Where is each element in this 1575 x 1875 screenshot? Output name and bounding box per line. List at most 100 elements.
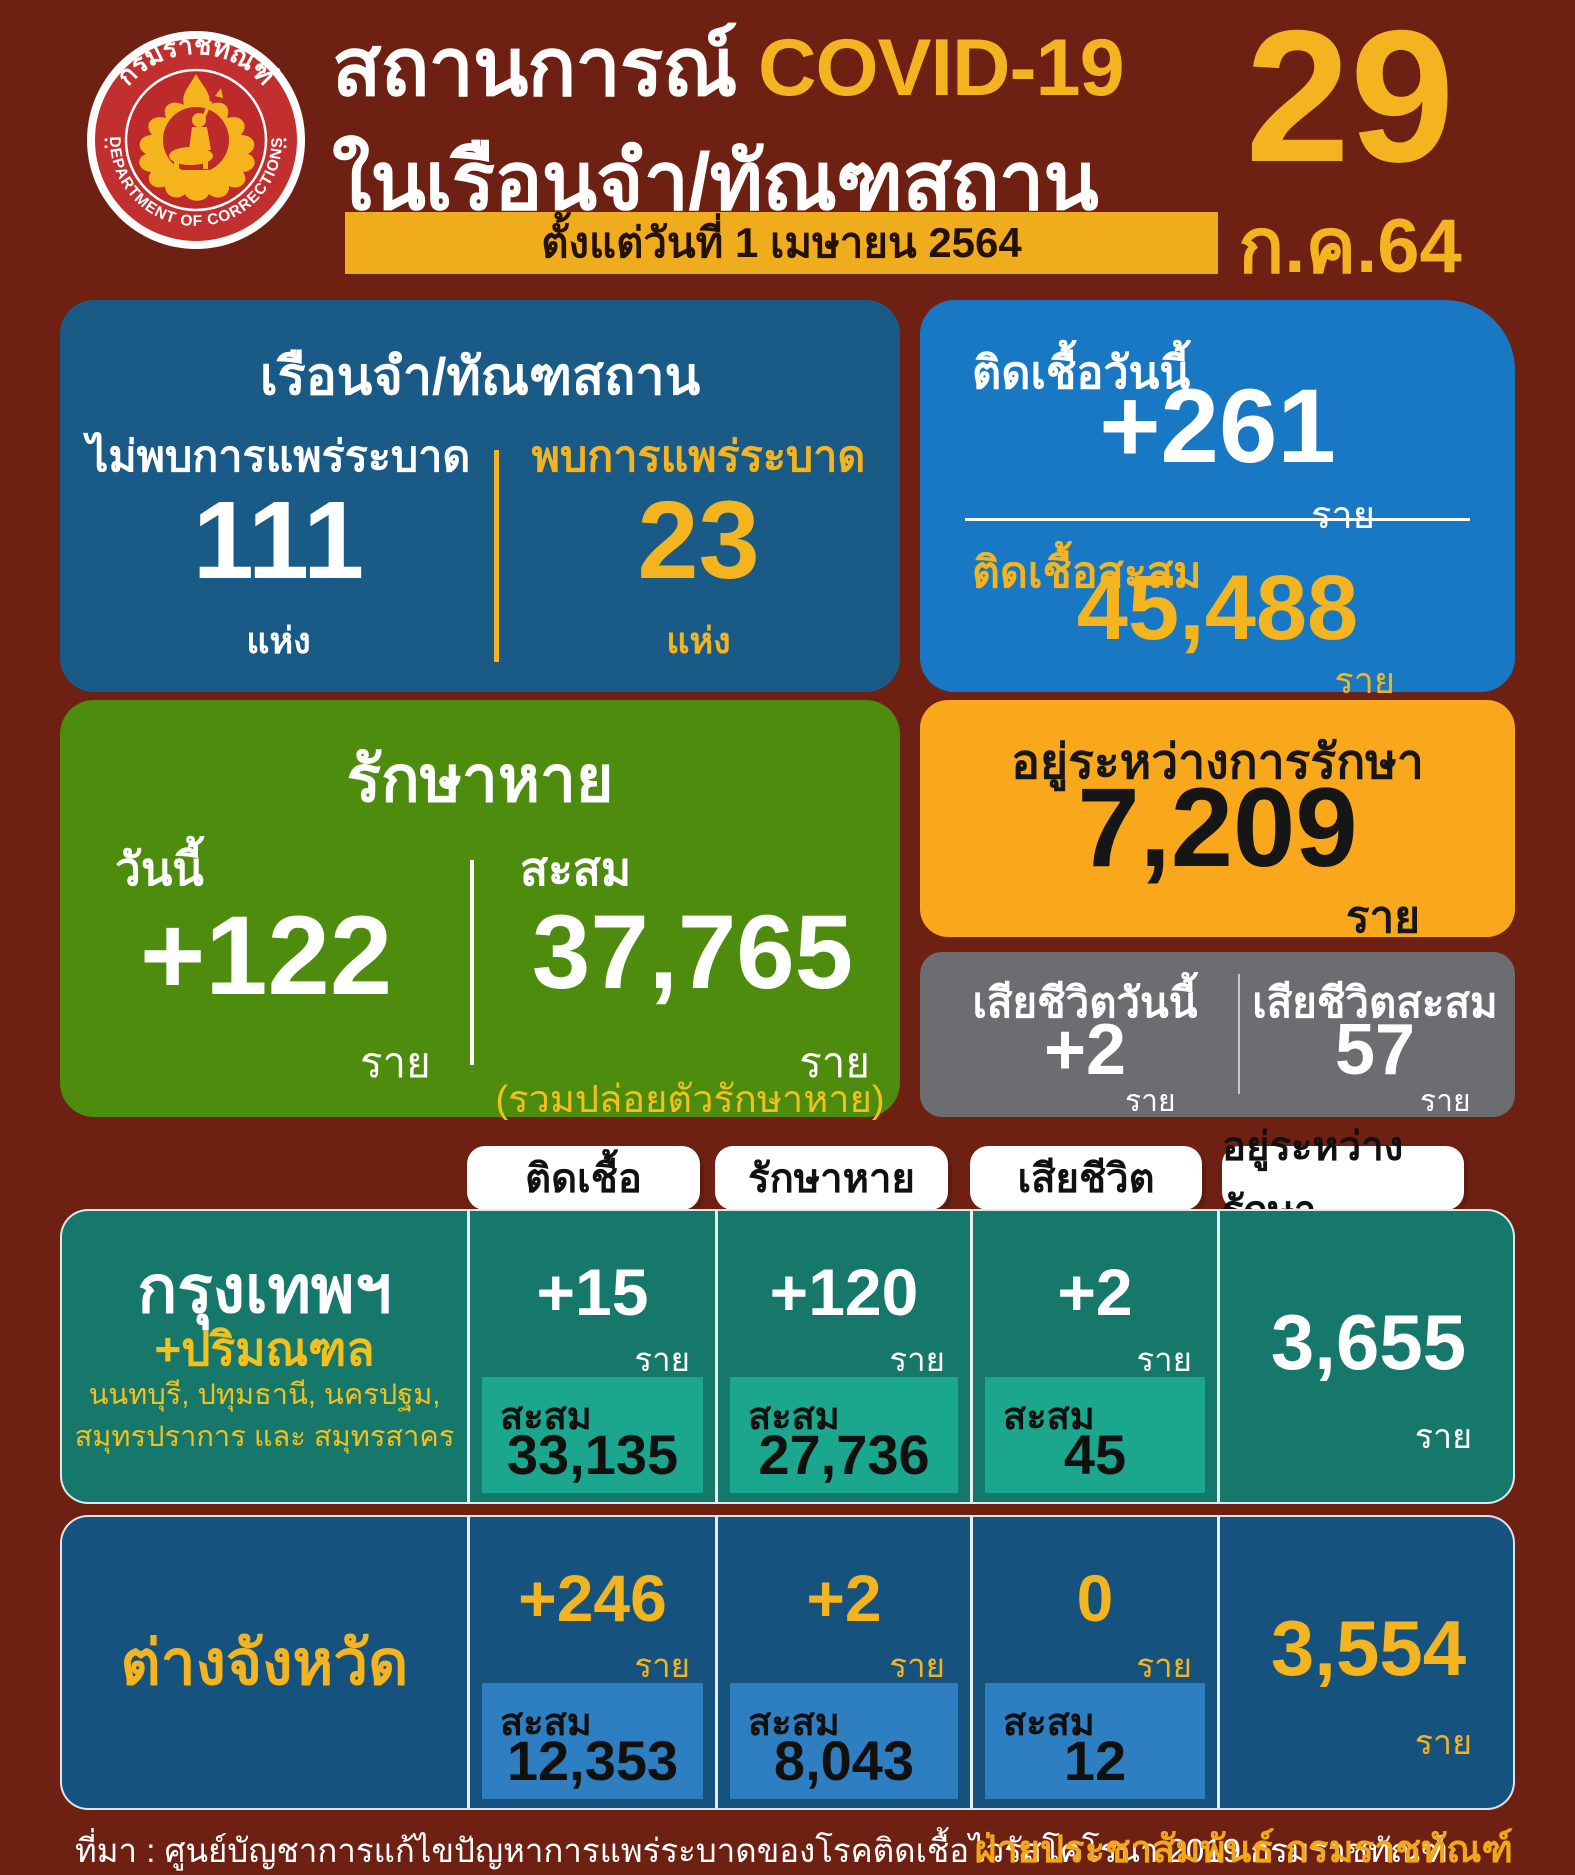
infected-today-label: ติดเชื้อวันนี้ [972, 347, 1191, 398]
row-divider [1217, 1517, 1220, 1808]
deaths-card: เสียชีวิตวันนี้ +2 ราย เสียชีวิตสะสม 57 … [920, 952, 1515, 1118]
deaths-cumulative-label: เสียชีวิตสะสม [1252, 979, 1498, 1026]
bangkok-recovered-cell: +120 ราย สะสม 27,736 [718, 1211, 970, 1502]
bangkok-infected-cell: +15 ราย สะสม 33,135 [470, 1211, 715, 1502]
in-treatment-value: 3,655 [1270, 1298, 1467, 1386]
row-divider [715, 1517, 718, 1808]
credit-text: ฝ่ายประชาสัมพันธ์ กรมราชทัณฑ์ [974, 1829, 1513, 1871]
deaths-today-label: เสียชีวิตวันนี้ [972, 979, 1198, 1026]
unit-label: ราย [634, 1647, 690, 1684]
row-divider [467, 1211, 470, 1502]
provinces-deaths-cell: 0 ราย สะสม 12 [973, 1517, 1217, 1808]
provinces-infected-cell: +246 ราย สะสม 12,353 [470, 1517, 715, 1808]
prisons-no-outbreak-column: ไม่พบการแพร่ระบาด 111 แห่ง [60, 300, 497, 692]
cumulative-box: สะสม 12,353 [482, 1683, 703, 1799]
new-cases-value: +2 [806, 1561, 882, 1635]
row-divider [970, 1211, 973, 1502]
cumulative-value: 8,043 [773, 1729, 915, 1792]
infected-today-unit: ราย [1310, 495, 1375, 537]
no-outbreak-label: ไม่พบการแพร่ระบาด [86, 433, 471, 481]
column-header-in-treatment: อยู่ระหว่างรักษา [1222, 1125, 1464, 1233]
infections-card: ติดเชื้อวันนี้ +261 ราย ติดเชื้อสะสม 45,… [920, 300, 1515, 701]
infected-today-value: +261 [1099, 368, 1336, 485]
unit-label: ราย [1414, 1418, 1472, 1456]
region-subname: +ปริมณฑล [154, 1322, 375, 1375]
cumulative-box: สะสม 45 [985, 1377, 1205, 1493]
outbreak-unit: แห่ง [666, 620, 731, 661]
new-cases-value: +246 [518, 1561, 667, 1635]
unit-label: ราย [634, 1341, 690, 1378]
cumulative-box: สะสม 8,043 [730, 1683, 958, 1799]
prisons-divider [494, 450, 499, 662]
region-note: สมุทรปราการ และ สมุทรสาคร [74, 1421, 455, 1454]
infections-divider [965, 518, 1470, 521]
prisons-status-card: เรือนจำ/ทัณฑสถาน ไม่พบการแพร่ระบาด 111 แ… [60, 300, 900, 692]
unit-label: ราย [1414, 1724, 1472, 1762]
corrections-department-seal-icon: กรมราชทัณฑ์ DEPARTMENT OF CORRECTIONS : … [86, 30, 306, 250]
row-label-provinces: ต่างจังหวัด [62, 1517, 467, 1808]
cumulative-label: สะสม [748, 1702, 840, 1744]
in-treatment-value: 7,209 [1077, 765, 1358, 890]
new-cases-value: +120 [769, 1255, 919, 1329]
prisons-outbreak-column: พบการแพร่ระบาด 23 แห่ง [497, 300, 900, 692]
cumulative-value: 12 [1063, 1729, 1127, 1792]
unit-label: ราย [1136, 1647, 1192, 1684]
recovered-cumulative-value: 37,765 [531, 894, 854, 1011]
since-date-banner: ตั้งแต่วันที่ 1 เมษายน 2564 [345, 212, 1218, 274]
row-divider [467, 1517, 470, 1808]
cumulative-label: สะสม [500, 1702, 592, 1744]
seal-separator-right: : [282, 132, 288, 152]
infected-cumulative-label: ติดเชื้อสะสม [972, 549, 1202, 597]
in-treatment-label: อยู่ระหว่างการรักษา [1011, 736, 1424, 789]
provinces-recovered-cell: +2 ราย สะสม 8,043 [718, 1517, 970, 1808]
cumulative-label: สะสม [500, 1396, 592, 1438]
infected-cumulative-unit: ราย [1334, 660, 1395, 701]
deaths-divider [1238, 974, 1240, 1094]
cumulative-label: สะสม [748, 1396, 840, 1438]
deaths-cumulative-column: เสียชีวิตสะสม 57 ราย [1250, 952, 1500, 1118]
outbreak-value: 23 [637, 479, 760, 602]
deaths-cumulative-value: 57 [1334, 1010, 1416, 1090]
provinces-in-treatment-cell: 3,554 ราย [1220, 1517, 1517, 1808]
recovered-card-title: รักษาหาย [346, 743, 614, 815]
unit-label: ราย [889, 1647, 945, 1684]
recovered-cumulative-unit: ราย [799, 1039, 870, 1086]
recovered-card: รักษาหาย วันนี้ สะสม +122 37,765 ราย ราย… [60, 700, 900, 1121]
new-cases-value: +15 [536, 1255, 649, 1329]
cumulative-box: สะสม 33,135 [482, 1377, 703, 1493]
column-header-recovered: รักษาหาย [715, 1146, 948, 1210]
seal-separator-left: : [103, 132, 109, 152]
recovered-cumulative-label: สะสม [520, 843, 632, 895]
title-thai: สถานการณ์ [332, 23, 738, 113]
row-divider [1217, 1211, 1220, 1502]
recovered-today-value: +122 [139, 893, 393, 1018]
deaths-today-column: เสียชีวิตวันนี้ +2 ราย [940, 952, 1230, 1118]
infected-cumulative-value: 45,488 [1076, 557, 1359, 659]
column-header-deaths: เสียชีวิต [970, 1146, 1202, 1210]
in-treatment-value: 3,554 [1270, 1604, 1467, 1692]
bangkok-in-treatment-cell: 3,655 ราย [1220, 1211, 1517, 1502]
report-date-day: 29 [1245, 0, 1455, 201]
cumulative-value: 27,736 [758, 1423, 930, 1486]
column-header-infected: ติดเชื้อ [467, 1146, 700, 1210]
no-outbreak-value: 111 [192, 479, 365, 602]
deaths-cumulative-unit: ราย [1420, 1085, 1471, 1118]
cumulative-box: สะสม 12 [985, 1683, 1205, 1799]
unit-label: ราย [1136, 1341, 1192, 1378]
table-row-bangkok: กรุงเทพฯ +ปริมณฑล นนทบุรี, ปทุมธานี, นคร… [60, 1209, 1515, 1504]
row-divider [715, 1211, 718, 1502]
recovered-divider [470, 860, 474, 1065]
new-cases-value: +2 [1057, 1255, 1133, 1329]
region-note: นนทบุรี, ปทุมธานี, นครปฐม, [88, 1379, 441, 1412]
title-covid: COVID-19 [758, 23, 1125, 113]
recovered-today-unit: ราย [360, 1039, 431, 1086]
region-name: กรุงเทพฯ [137, 1251, 392, 1326]
new-cases-value: 0 [1076, 1561, 1114, 1635]
no-outbreak-unit: แห่ง [246, 620, 311, 661]
report-date-month: ก.ค.64 [1238, 204, 1462, 289]
page-title-line1: สถานการณ์ COVID-19 [332, 23, 1125, 113]
cumulative-label: สะสม [1003, 1396, 1095, 1438]
cumulative-value: 45 [1063, 1423, 1127, 1486]
in-treatment-card: อยู่ระหว่างการรักษา 7,209 ราย [920, 700, 1515, 942]
